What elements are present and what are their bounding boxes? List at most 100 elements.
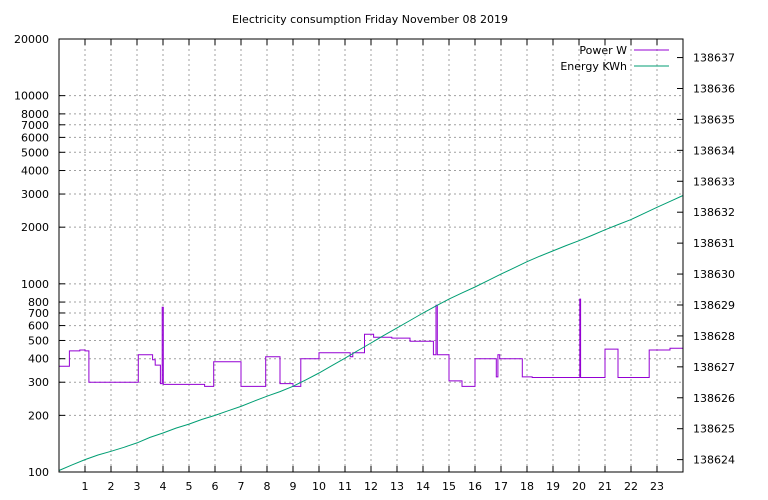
power-point: [265, 356, 266, 357]
energy-point: [110, 451, 111, 452]
power-point: [162, 307, 163, 308]
y-right-tick-label: 138636: [693, 82, 735, 95]
energy-point: [604, 229, 605, 230]
energy-point: [97, 454, 98, 455]
energy-point: [331, 365, 332, 366]
power-point: [350, 356, 351, 357]
energy-point: [175, 428, 176, 429]
power-point: [152, 359, 153, 360]
energy-point: [370, 342, 371, 343]
legend-label: Energy KWh: [560, 60, 627, 73]
power-point: [630, 377, 631, 378]
x-tick-label: 1: [82, 480, 89, 493]
x-tick-label: 11: [338, 480, 352, 493]
y-right-tick-label: 138635: [693, 113, 735, 126]
power-point: [240, 386, 241, 387]
power-point: [522, 376, 523, 377]
power-point: [604, 349, 605, 350]
power-point: [497, 354, 498, 355]
power-point: [669, 348, 670, 349]
power-point: [69, 350, 70, 351]
x-tick-label: 23: [650, 480, 664, 493]
power-point: [591, 377, 592, 378]
power-point: [331, 352, 332, 353]
x-tick-label: 12: [364, 480, 378, 493]
power-point: [204, 386, 205, 387]
power-point: [633, 377, 634, 378]
x-tick-label: 8: [264, 480, 271, 493]
power-point: [149, 354, 150, 355]
power-point: [364, 334, 365, 335]
energy-point: [162, 432, 163, 433]
y-left-tick-label: 3000: [21, 188, 49, 201]
energy-point: [305, 379, 306, 380]
power-point: [649, 349, 650, 350]
energy-point: [149, 437, 150, 438]
energy-point: [591, 235, 592, 236]
power-point: [433, 354, 434, 355]
y-left-tick-label: 7000: [21, 119, 49, 132]
y-left-tick-label: 400: [28, 353, 49, 366]
y-left-tick-label: 4000: [21, 165, 49, 178]
energy-point: [643, 213, 644, 214]
y-left-tick-label: 5000: [21, 146, 49, 159]
energy-point: [214, 415, 215, 416]
power-point: [617, 377, 618, 378]
power-point: [256, 386, 257, 387]
power-point: [487, 358, 488, 359]
x-tick-label: 14: [416, 480, 430, 493]
energy-point: [552, 250, 553, 251]
y-left-tick-label: 800: [28, 296, 49, 309]
x-tick-label: 5: [186, 480, 193, 493]
power-point: [495, 358, 496, 359]
energy-point: [669, 201, 670, 202]
x-tick-label: 22: [624, 480, 638, 493]
energy-point: [357, 350, 358, 351]
y-left-tick-label: 200: [28, 409, 49, 422]
energy-point: [201, 419, 202, 420]
energy-point: [188, 424, 189, 425]
power-point: [437, 354, 438, 355]
power-point: [138, 354, 139, 355]
x-tick-label: 19: [546, 480, 560, 493]
legend-label: Power W: [579, 44, 627, 57]
axis-ticks: 1 2 3 4 5 6 7 8 9 10 11 12 13 14 15 16 17 18 19 20 21 22 23100…: [14, 33, 735, 493]
energy-point: [253, 401, 254, 402]
y-left-tick-label: 1000: [21, 278, 49, 291]
power-point: [532, 377, 533, 378]
energy-point: [461, 292, 462, 293]
power-point: [499, 358, 500, 359]
energy-point: [656, 207, 657, 208]
y-right-tick-label: 138627: [693, 361, 735, 374]
energy-point: [409, 320, 410, 321]
y-left-tick-label: 600: [28, 320, 49, 333]
energy-point: [383, 335, 384, 336]
y-left-tick-label: 8000: [21, 108, 49, 121]
x-tick-label: 18: [520, 480, 534, 493]
energy-point: [227, 410, 228, 411]
power-point: [213, 361, 214, 362]
x-tick-label: 7: [238, 480, 245, 493]
power-point: [446, 354, 447, 355]
power-point: [428, 341, 429, 342]
y-right-tick-label: 138633: [693, 175, 735, 188]
y-right-tick-label: 138631: [693, 237, 735, 250]
power-point: [123, 382, 124, 383]
energy-point: [71, 464, 72, 465]
x-tick-label: 16: [468, 480, 482, 493]
power-point: [300, 358, 301, 359]
power-point: [155, 365, 156, 366]
energy-point: [435, 305, 436, 306]
energy-point: [630, 219, 631, 220]
power-point: [391, 338, 392, 339]
power-point: [188, 384, 189, 385]
power-point: [474, 358, 475, 359]
energy-point: [474, 286, 475, 287]
energy-point: [123, 447, 124, 448]
power-point: [461, 386, 462, 387]
legend: Power W Energy KWh: [560, 44, 669, 73]
energy-point: [526, 261, 527, 262]
power-point: [383, 337, 384, 338]
energy-point: [539, 256, 540, 257]
